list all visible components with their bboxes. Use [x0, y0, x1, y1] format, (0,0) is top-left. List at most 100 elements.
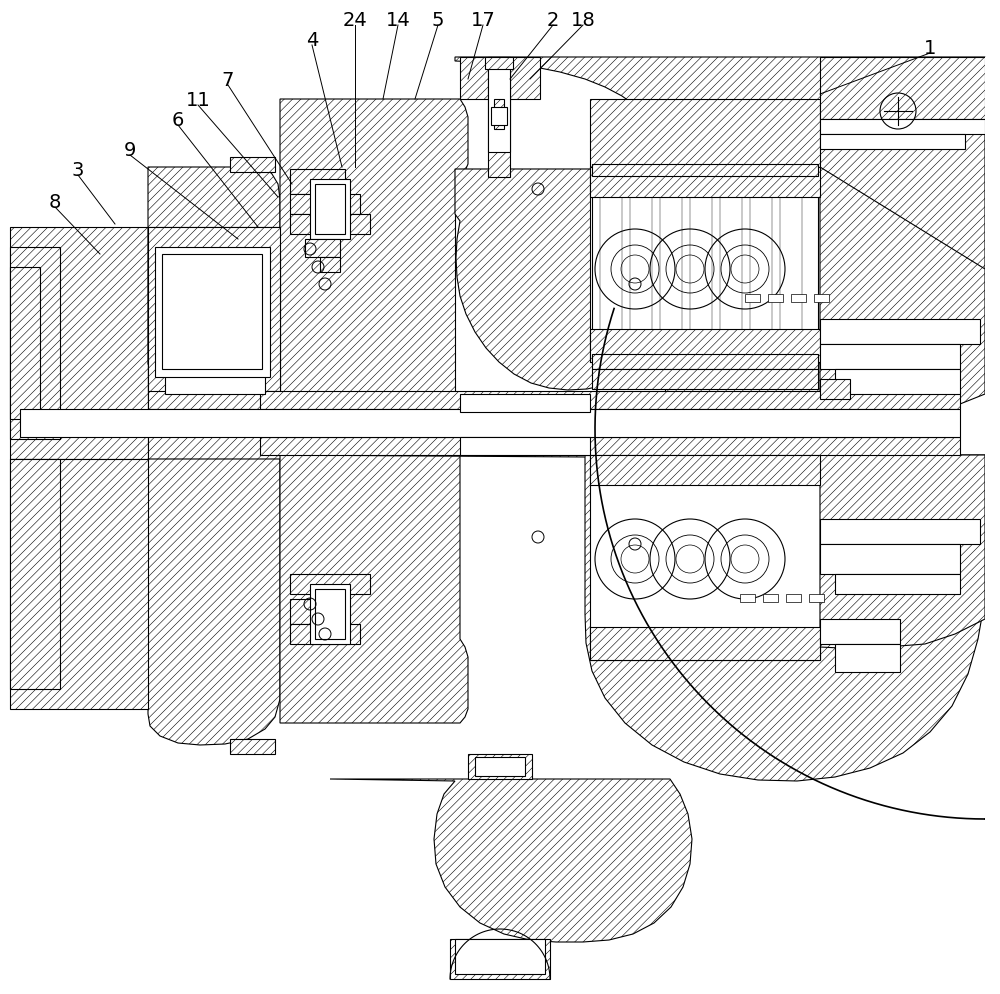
Polygon shape	[485, 58, 513, 70]
Polygon shape	[494, 100, 504, 130]
Polygon shape	[305, 240, 340, 257]
Polygon shape	[820, 380, 850, 400]
Polygon shape	[10, 267, 40, 419]
Polygon shape	[590, 168, 820, 198]
Bar	[820, 545, 960, 575]
Bar	[820, 320, 980, 345]
Bar	[820, 120, 985, 135]
Bar	[768, 294, 783, 303]
Bar	[455, 170, 665, 410]
Bar	[315, 589, 345, 639]
Polygon shape	[985, 58, 1000, 994]
Bar	[455, 939, 545, 974]
Bar	[590, 168, 820, 363]
Bar	[165, 269, 265, 395]
Polygon shape	[280, 454, 468, 724]
Text: 4: 4	[306, 31, 318, 50]
Bar	[720, 170, 742, 365]
Polygon shape	[320, 257, 340, 272]
Polygon shape	[280, 100, 468, 395]
Polygon shape	[590, 455, 820, 485]
Bar	[786, 594, 801, 602]
Text: 8: 8	[49, 192, 61, 212]
Polygon shape	[10, 459, 60, 689]
Bar	[820, 520, 980, 545]
Bar	[475, 757, 525, 776]
Bar	[791, 294, 806, 303]
Polygon shape	[290, 599, 345, 624]
Bar	[488, 58, 510, 153]
Polygon shape	[290, 195, 360, 215]
Polygon shape	[230, 740, 275, 754]
Text: 6: 6	[172, 110, 184, 129]
Polygon shape	[10, 228, 148, 459]
Bar	[835, 575, 960, 594]
Text: 1: 1	[924, 39, 936, 58]
Polygon shape	[10, 248, 60, 439]
Polygon shape	[148, 228, 280, 392]
Polygon shape	[290, 170, 345, 195]
Text: 24: 24	[343, 11, 367, 30]
Bar	[835, 644, 900, 672]
Bar	[814, 294, 829, 303]
Polygon shape	[148, 459, 280, 746]
Text: 2: 2	[547, 11, 559, 30]
Polygon shape	[450, 939, 550, 979]
Polygon shape	[290, 624, 360, 644]
Bar	[690, 170, 712, 365]
Bar	[592, 170, 818, 365]
Text: 17: 17	[471, 11, 495, 30]
Text: 14: 14	[386, 11, 410, 30]
Polygon shape	[590, 627, 820, 660]
Text: 5: 5	[432, 11, 444, 30]
Polygon shape	[260, 392, 960, 410]
Polygon shape	[468, 754, 532, 779]
Polygon shape	[290, 215, 370, 235]
Polygon shape	[330, 779, 692, 942]
Text: 7: 7	[222, 71, 234, 89]
Polygon shape	[280, 455, 985, 781]
Bar	[310, 584, 350, 644]
Bar	[162, 254, 262, 370]
Bar	[820, 345, 960, 370]
Bar	[835, 370, 960, 395]
Polygon shape	[820, 58, 985, 120]
Bar	[460, 437, 590, 455]
Bar	[491, 108, 507, 126]
Polygon shape	[592, 370, 818, 390]
Polygon shape	[148, 168, 280, 392]
Polygon shape	[148, 254, 280, 410]
Bar	[590, 455, 820, 660]
Polygon shape	[590, 100, 820, 410]
Polygon shape	[820, 455, 985, 649]
Bar	[20, 410, 960, 437]
Polygon shape	[230, 158, 275, 173]
Bar	[310, 180, 350, 240]
Polygon shape	[590, 330, 820, 363]
Polygon shape	[10, 459, 148, 710]
Bar	[740, 594, 755, 602]
Bar	[809, 594, 824, 602]
Text: 11: 11	[186, 90, 210, 109]
Bar	[315, 185, 345, 235]
Polygon shape	[455, 58, 985, 307]
Polygon shape	[488, 58, 510, 178]
Text: 9: 9	[124, 140, 136, 159]
Polygon shape	[592, 165, 818, 177]
Bar	[750, 170, 772, 365]
Bar	[630, 170, 652, 365]
Bar	[600, 170, 622, 365]
Bar	[763, 594, 778, 602]
Polygon shape	[592, 355, 818, 370]
Polygon shape	[148, 228, 280, 459]
Bar	[780, 170, 802, 365]
Text: 18: 18	[571, 11, 595, 30]
Polygon shape	[460, 58, 540, 100]
Text: 3: 3	[72, 160, 84, 179]
Bar	[820, 135, 965, 150]
Bar	[820, 619, 900, 644]
Polygon shape	[455, 170, 696, 391]
Bar	[155, 248, 270, 378]
Bar	[660, 170, 682, 365]
Polygon shape	[820, 168, 985, 410]
